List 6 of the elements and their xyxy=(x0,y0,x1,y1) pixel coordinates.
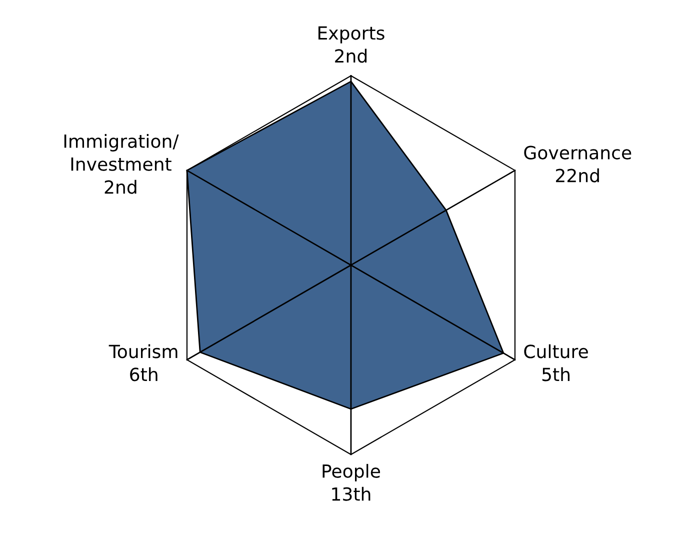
spoke-label: Governance 22nd xyxy=(524,146,632,182)
spoke-label: Exports 2nd xyxy=(318,26,384,63)
spoke-label: People 13th xyxy=(322,464,380,501)
spoke-label: Immigration/ Investment 2nd xyxy=(64,134,179,194)
spoke-label: Culture 5th xyxy=(524,344,588,382)
spoke-label: Tourism 6th xyxy=(108,344,178,382)
